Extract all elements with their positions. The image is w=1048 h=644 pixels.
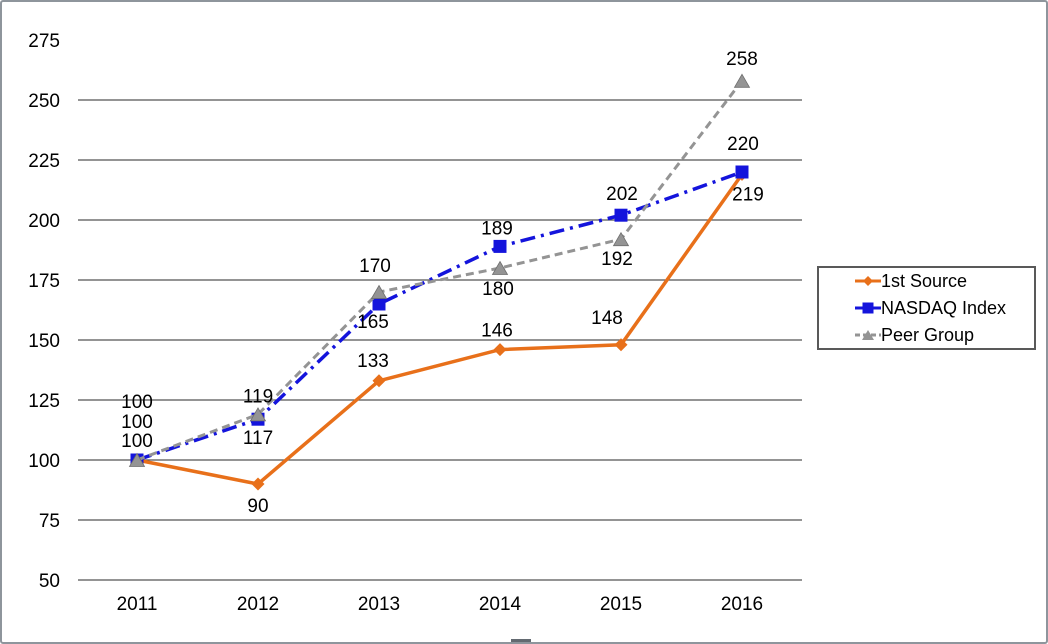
data-label: 219: [732, 184, 764, 205]
y-tick-label: 75: [39, 511, 60, 532]
data-label: 100: [121, 392, 153, 413]
legend-item-label: Peer Group: [881, 324, 975, 345]
data-label: 146: [481, 321, 513, 342]
legend-marker: [862, 302, 874, 314]
data-point-marker: [493, 239, 507, 253]
data-label: 258: [726, 49, 758, 70]
data-label: 189: [481, 218, 513, 239]
data-label: 100: [121, 412, 153, 433]
legend-item-label: 1st Source: [881, 271, 968, 292]
data-point-marker: [612, 231, 630, 247]
x-tick-label: 2015: [600, 594, 642, 615]
x-tick-label: 2012: [237, 594, 279, 615]
y-tick-label: 50: [39, 571, 60, 592]
data-label: 180: [482, 279, 514, 300]
y-tick-label: 100: [28, 451, 60, 472]
y-tick-label: 275: [28, 31, 60, 52]
data-label: 119: [243, 386, 273, 407]
data-label: 133: [357, 351, 389, 372]
series-line: [136, 173, 744, 486]
data-point-marker: [128, 452, 146, 467]
diamond-legend-icon: [855, 276, 881, 287]
x-tick-label: 2016: [721, 594, 763, 615]
series-line: [136, 170, 743, 462]
data-label: 148: [591, 308, 623, 329]
data-label: 202: [606, 184, 638, 205]
data-label: 90: [247, 496, 268, 517]
data-point-marker: [249, 407, 267, 422]
legend-item: Peer Group: [855, 321, 1034, 348]
y-tick-label: 225: [28, 151, 60, 172]
legend-item-label: NASDAQ Index: [881, 298, 1007, 318]
data-label: 117: [243, 428, 273, 449]
data-point-marker: [370, 284, 388, 299]
data-label: 170: [359, 256, 391, 277]
x-tick-label: 2014: [479, 594, 522, 615]
legend-item: NASDAQ Index: [855, 295, 1034, 322]
data-point-marker: [493, 343, 507, 357]
y-tick-label: 175: [28, 271, 60, 292]
data-label: 165: [357, 312, 389, 333]
triangle-legend-icon: [855, 329, 881, 340]
series-peer-group: 100 119 170 180 192 258: [121, 49, 758, 467]
data-point-marker: [733, 73, 751, 88]
data-point-marker: [614, 208, 628, 222]
data-point-marker: [491, 260, 509, 275]
data-point-marker: [372, 374, 386, 388]
y-tick-label: 250: [28, 91, 60, 112]
data-point-marker: [251, 477, 265, 491]
legend-item: 1st Source: [855, 268, 1034, 295]
data-label: 100: [121, 431, 153, 452]
series-line: [136, 79, 744, 462]
legend-marker: [863, 276, 873, 287]
legend-box: 1st Source NASDAQ Index Peer Group: [817, 266, 1036, 350]
data-label: 220: [727, 134, 759, 155]
x-tick-label: 2011: [117, 594, 158, 615]
data-point-marker: [372, 297, 386, 311]
y-tick-label: 200: [28, 211, 60, 232]
y-tick-label: 150: [28, 331, 60, 352]
legend-marker: [862, 329, 874, 340]
x-tick-label: 2013: [358, 594, 400, 615]
series-nasdaq-index: 100 117 165 189 202 220: [121, 134, 759, 467]
data-point-marker: [614, 338, 628, 352]
window-resize-notch: [511, 639, 531, 642]
y-tick-label: 125: [28, 391, 60, 412]
data-point-marker: [735, 165, 749, 179]
data-label: 192: [601, 249, 633, 270]
square-legend-icon: [855, 302, 881, 314]
